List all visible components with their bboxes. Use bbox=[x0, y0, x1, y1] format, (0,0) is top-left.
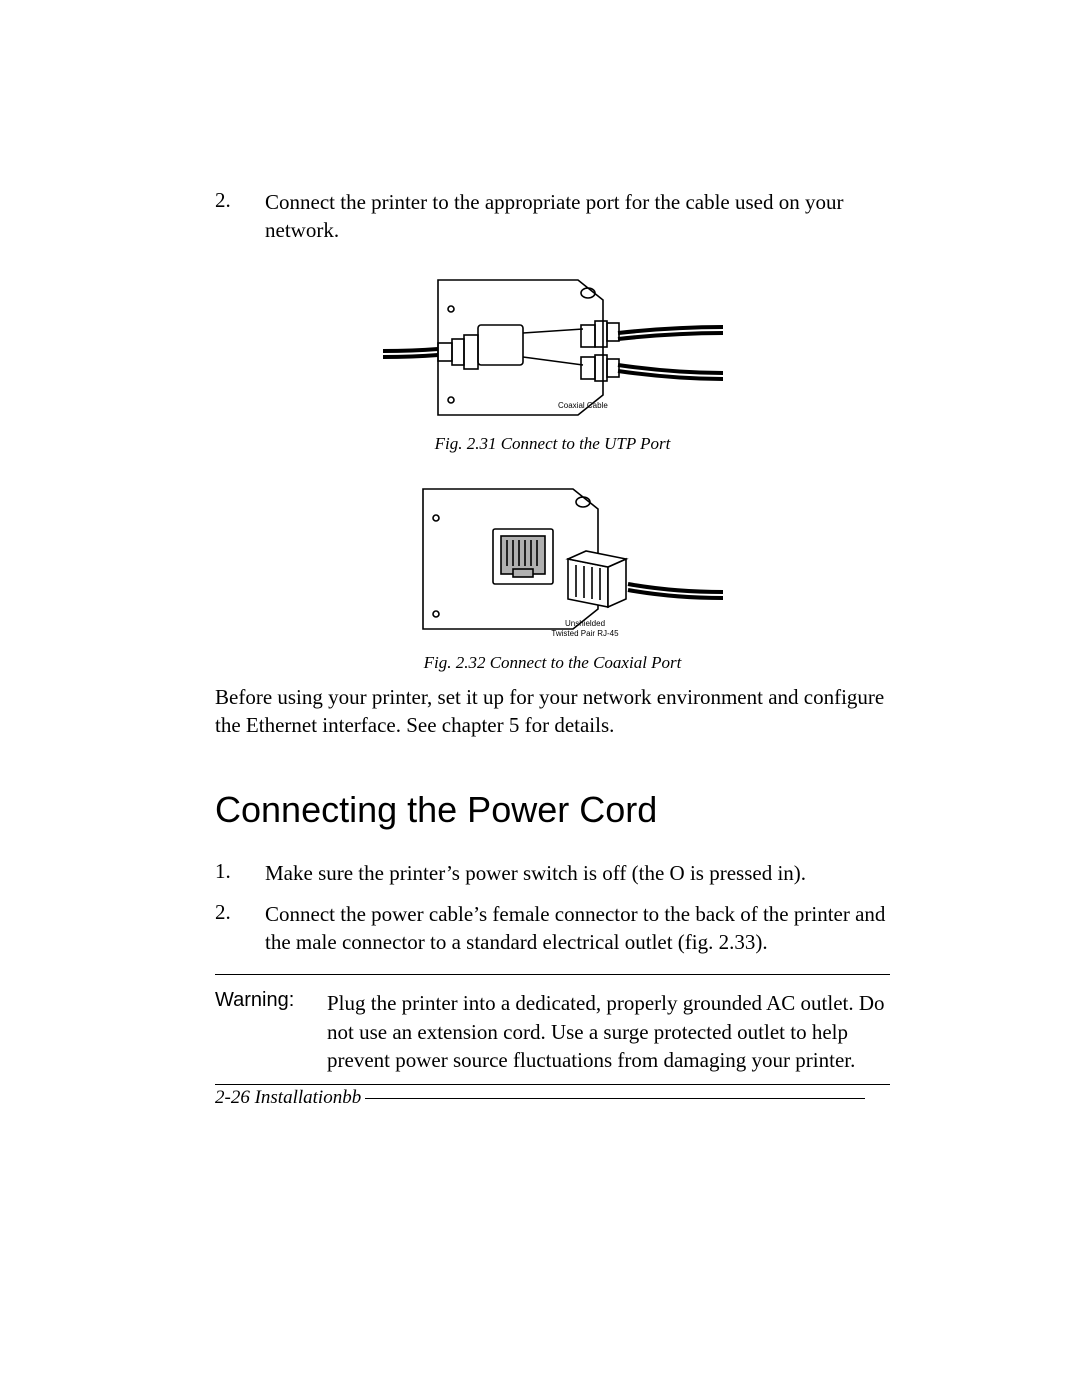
warning-block: Warning: Plug the printer into a dedicat… bbox=[215, 989, 890, 1074]
figure-coaxial-port: Unshielded Twisted Pair RJ-45 bbox=[215, 474, 890, 649]
figure-caption-32: Fig. 2.32 Connect to the Coaxial Port bbox=[215, 653, 890, 673]
step-text: Connect the printer to the appropriate p… bbox=[265, 188, 890, 245]
warning-text: Plug the printer into a dedicated, prope… bbox=[327, 989, 890, 1074]
footer-text: 2-26 Installationbb bbox=[215, 1087, 361, 1109]
divider-top bbox=[215, 974, 890, 975]
pre-heading-paragraph: Before using your printer, set it up for… bbox=[215, 683, 890, 740]
step-number: 2. bbox=[215, 188, 265, 245]
step-text: Connect the power cable’s female connect… bbox=[265, 900, 890, 957]
page-footer: 2-26 Installationbb bbox=[215, 1087, 865, 1109]
coaxial-cable-label: Coaxial Cable bbox=[558, 401, 608, 410]
step-number: 2. bbox=[215, 900, 265, 957]
utp-label-line2: Twisted Pair RJ-45 bbox=[551, 629, 619, 638]
step-text: Make sure the printer’s power switch is … bbox=[265, 859, 806, 887]
figure-utp-port: Coaxial Cable bbox=[215, 265, 890, 430]
power-step-2: 2. Connect the power cable’s female conn… bbox=[215, 900, 890, 957]
divider-bottom bbox=[215, 1084, 890, 1085]
warning-label: Warning: bbox=[215, 989, 327, 1074]
section-heading: Connecting the Power Cord bbox=[215, 789, 890, 831]
coaxial-port-diagram-icon: Coaxial Cable bbox=[383, 265, 723, 425]
footer-rule bbox=[365, 1098, 865, 1099]
utp-port-diagram-icon: Unshielded Twisted Pair RJ-45 bbox=[383, 474, 723, 644]
utp-label-line1: Unshielded bbox=[564, 619, 604, 628]
power-step-1: 1. Make sure the printer’s power switch … bbox=[215, 859, 890, 887]
step-number: 1. bbox=[215, 859, 265, 887]
step-item-2: 2. Connect the printer to the appropriat… bbox=[215, 188, 890, 245]
figure-caption-31: Fig. 2.31 Connect to the UTP Port bbox=[215, 434, 890, 454]
